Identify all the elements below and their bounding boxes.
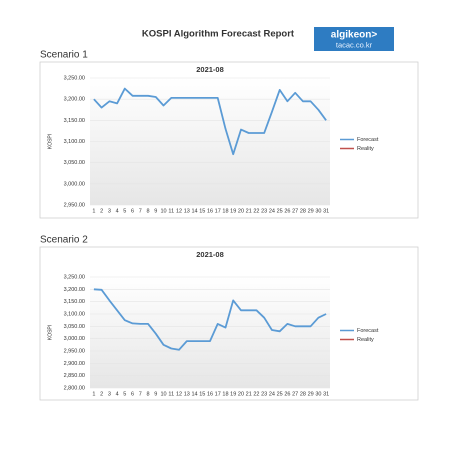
x-tick-label: 30 — [315, 391, 321, 397]
x-tick-label: 12 — [176, 208, 182, 214]
x-tick-label: 20 — [238, 208, 244, 214]
x-tick-label: 21 — [246, 208, 252, 214]
x-tick-label: 25 — [277, 391, 283, 397]
chart-title: 2021-08 — [196, 65, 224, 74]
y-tick-label: 3,250.00 — [64, 274, 85, 280]
x-tick-label: 25 — [277, 208, 283, 214]
x-tick-label: 27 — [292, 208, 298, 214]
y-axis-label: KOSPI — [47, 134, 53, 149]
logo-box — [314, 27, 394, 51]
y-tick-label: 2,800.00 — [64, 385, 85, 391]
line-series — [93, 87, 327, 156]
x-tick-label: 3 — [108, 208, 111, 214]
x-tick-label: 23 — [261, 391, 267, 397]
x-tick-label: 28 — [300, 391, 306, 397]
legend-label: Forecast — [357, 137, 379, 143]
report-title: KOSPI Algorithm Forecast Report — [142, 29, 295, 40]
x-tick-label: 29 — [308, 208, 314, 214]
y-tick-label: 3,000.00 — [64, 336, 85, 342]
y-tick-label: 3,100.00 — [64, 139, 85, 145]
x-tick-label: 15 — [199, 208, 205, 214]
x-tick-label: 18 — [222, 208, 228, 214]
x-tick-label: 30 — [315, 208, 321, 214]
x-tick-label: 15 — [199, 391, 205, 397]
y-tick-label: 2,850.00 — [64, 373, 85, 379]
x-tick-label: 19 — [230, 208, 236, 214]
x-tick-label: 18 — [222, 391, 228, 397]
x-tick-label: 2 — [100, 391, 103, 397]
x-tick-label: 16 — [207, 391, 213, 397]
y-tick-label: 3,150.00 — [64, 118, 85, 124]
x-tick-label: 11 — [168, 208, 174, 214]
x-tick-label: 17 — [215, 208, 221, 214]
x-tick-label: 24 — [269, 208, 275, 214]
x-tick-label: 26 — [284, 208, 290, 214]
x-tick-label: 5 — [123, 208, 126, 214]
x-tick-label: 1 — [92, 208, 95, 214]
line-series — [93, 288, 327, 351]
x-tick-label: 6 — [131, 391, 134, 397]
x-tick-label: 31 — [323, 391, 329, 397]
x-tick-label: 10 — [160, 391, 166, 397]
x-tick-label: 5 — [123, 391, 126, 397]
section-title: Scenario 2 — [40, 235, 88, 246]
x-tick-label: 16 — [207, 208, 213, 214]
x-tick-label: 2 — [100, 208, 103, 214]
x-tick-label: 4 — [116, 391, 119, 397]
x-tick-label: 23 — [261, 208, 267, 214]
logo-site: tacac.co.kr — [336, 40, 373, 49]
plot-area — [90, 277, 330, 388]
y-tick-label: 3,200.00 — [64, 97, 85, 103]
x-tick-label: 3 — [108, 391, 111, 397]
x-tick-label: 13 — [184, 208, 190, 214]
y-tick-label: 3,050.00 — [64, 160, 85, 166]
y-tick-label: 2,900.00 — [64, 361, 85, 367]
x-tick-label: 7 — [139, 391, 142, 397]
x-tick-label: 27 — [292, 391, 298, 397]
x-tick-label: 22 — [253, 208, 259, 214]
x-tick-label: 12 — [176, 391, 182, 397]
y-axis-label: KOSPI — [47, 325, 53, 340]
y-tick-label: 3,000.00 — [64, 181, 85, 187]
x-tick-label: 22 — [253, 391, 259, 397]
legend-label: Forecast — [357, 328, 379, 334]
y-tick-label: 2,950.00 — [64, 202, 85, 208]
y-tick-label: 3,050.00 — [64, 324, 85, 330]
legend-label: Reality — [357, 146, 374, 152]
x-tick-label: 8 — [147, 391, 150, 397]
x-tick-label: 14 — [191, 208, 197, 214]
logo: algikeon> — [331, 30, 378, 41]
legend-label: Reality — [357, 337, 374, 343]
x-tick-label: 20 — [238, 391, 244, 397]
x-tick-label: 31 — [323, 208, 329, 214]
x-tick-label: 6 — [131, 208, 134, 214]
x-tick-label: 24 — [269, 391, 275, 397]
x-tick-label: 13 — [184, 391, 190, 397]
x-tick-label: 1 — [92, 391, 95, 397]
x-tick-label: 29 — [308, 391, 314, 397]
y-tick-label: 3,100.00 — [64, 311, 85, 317]
x-tick-label: 19 — [230, 391, 236, 397]
x-tick-label: 28 — [300, 208, 306, 214]
y-tick-label: 3,200.00 — [64, 287, 85, 293]
y-tick-label: 3,150.00 — [64, 299, 85, 305]
x-tick-label: 26 — [284, 391, 290, 397]
x-tick-label: 7 — [139, 208, 142, 214]
x-tick-label: 21 — [246, 391, 252, 397]
y-tick-label: 2,950.00 — [64, 348, 85, 354]
section-title: Scenario 1 — [40, 50, 88, 61]
chart-title: 2021-08 — [196, 250, 224, 259]
x-tick-label: 4 — [116, 208, 119, 214]
y-tick-label: 3,250.00 — [64, 75, 85, 81]
x-tick-label: 9 — [154, 208, 157, 214]
x-tick-label: 11 — [168, 391, 174, 397]
x-tick-label: 8 — [147, 208, 150, 214]
x-tick-label: 9 — [154, 391, 157, 397]
x-tick-label: 17 — [215, 391, 221, 397]
x-tick-label: 10 — [160, 208, 166, 214]
x-tick-label: 14 — [191, 391, 197, 397]
